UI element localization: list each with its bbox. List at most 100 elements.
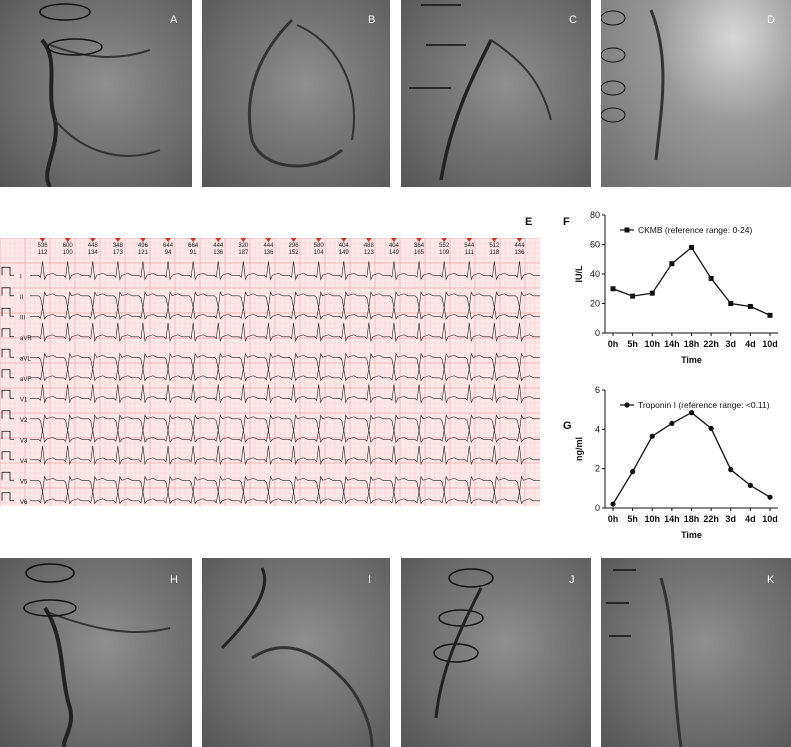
rr-interval-label: 296 <box>289 243 300 249</box>
beat-marker <box>315 238 322 242</box>
angiogram-panel-c: C <box>401 0 591 187</box>
calibration-pulse <box>1 266 14 276</box>
y-axis-label: ng/ml <box>574 437 584 461</box>
angiogram-panel-b: B <box>202 0 390 187</box>
calibration-pulse <box>1 430 14 440</box>
angiogram-panel-d: D <box>601 0 791 187</box>
data-point <box>630 293 636 299</box>
heart-rate-label: 121 <box>138 250 149 256</box>
rr-interval-label: 664 <box>188 243 199 249</box>
heart-rate-label: 134 <box>88 250 99 256</box>
beat-marker <box>466 238 473 242</box>
x-tick-label: 3d <box>725 339 736 349</box>
panel-label: J <box>569 574 575 586</box>
coronary-vessels-h <box>23 563 171 747</box>
data-point <box>728 467 734 473</box>
beat-marker <box>114 238 121 242</box>
data-point <box>649 290 655 296</box>
y-axis-label: IU/L <box>574 265 584 283</box>
rr-interval-label: 404 <box>339 243 350 249</box>
heart-rate-label: 109 <box>439 250 450 256</box>
lead-label: I <box>20 274 22 280</box>
ecg-trace <box>30 322 540 343</box>
x-tick-label: 5h <box>627 514 638 524</box>
x-tick-label: 18h <box>684 514 700 524</box>
x-tick-label: 10d <box>762 514 778 524</box>
heart-rate-label: 112 <box>38 250 48 256</box>
coronary-vessels-b <box>247 18 355 168</box>
data-point <box>649 433 655 439</box>
beat-marker <box>240 238 247 242</box>
x-tick-label: 3d <box>725 514 736 524</box>
heart-rate-label: 173 <box>113 250 124 256</box>
heart-rate-label: 118 <box>490 250 500 256</box>
x-tick-label: 4d <box>745 339 756 349</box>
beat-marker <box>165 238 172 242</box>
coronary-vessels-c <box>409 4 552 181</box>
rr-interval-label: 320 <box>238 243 249 249</box>
coronary-vessels-d <box>601 9 665 161</box>
calibration-pulse <box>1 287 14 297</box>
x-tick-label: 22h <box>703 339 719 349</box>
chart-troponin: 0 2 4 6 0h 5h 10h 14h 18h 22h 3d 4d 10d Time ng/ml Trop… <box>570 380 791 545</box>
ecg-trace <box>30 307 540 320</box>
x-tick-label: 0h <box>608 514 619 524</box>
calibration-pulse <box>1 307 14 317</box>
angiogram-panel-k: K <box>601 558 791 747</box>
x-tick-label: 22h <box>703 514 719 524</box>
panel-label: A <box>170 14 178 26</box>
data-point <box>689 244 694 250</box>
panel-label: D <box>767 14 775 26</box>
legend-marker <box>624 402 630 408</box>
coronary-vessels-j <box>433 568 494 719</box>
calibration-pulse <box>1 492 14 502</box>
lead-label: aVR <box>20 336 32 342</box>
x-tick-label: 10h <box>644 514 660 524</box>
beat-marker <box>265 238 272 242</box>
panel-label: B <box>368 14 376 26</box>
angiogram-panel-a: A <box>0 0 192 187</box>
lead-label: aVF <box>20 377 31 383</box>
data-point <box>630 469 636 475</box>
y-tick-label: 20 <box>590 299 600 309</box>
rr-interval-label: 404 <box>389 243 400 249</box>
lead-label: V2 <box>20 418 28 424</box>
lead-label: V5 <box>20 479 28 485</box>
lead-label: V6 <box>20 500 28 506</box>
beat-marker <box>365 238 372 242</box>
rr-interval-label: 544 <box>464 243 475 249</box>
rr-interval-label: 348 <box>113 243 124 249</box>
ecg-trace <box>30 475 540 493</box>
beat-marker <box>89 238 96 242</box>
x-tick-label: 10d <box>762 339 778 349</box>
y-tick-label: 0 <box>595 328 600 338</box>
panel-label: I <box>368 574 372 586</box>
calibration-pulse <box>1 328 14 338</box>
rr-interval-label: 448 <box>88 243 99 249</box>
rr-interval-label: 644 <box>163 243 174 249</box>
rr-interval-label: 488 <box>364 243 375 249</box>
x-axis-label: Time <box>681 355 702 365</box>
beat-marker <box>64 238 71 242</box>
data-point <box>688 410 695 416</box>
ecg-trace <box>30 291 540 308</box>
panel-label: E <box>525 216 533 228</box>
data-point <box>669 420 675 427</box>
beat-marker <box>39 238 46 242</box>
beat-marker <box>390 238 397 242</box>
x-axis-label: Time <box>681 530 702 540</box>
data-point <box>767 494 773 500</box>
series-line <box>612 411 771 505</box>
legend-label: CKMB (reference range: 0-24) <box>638 225 752 235</box>
heart-rate-label: 136 <box>213 250 224 256</box>
panel-label: K <box>767 574 775 586</box>
y-tick-label: 60 <box>590 240 600 250</box>
heart-rate-label: 91 <box>190 250 197 256</box>
panel-label: G <box>563 420 572 432</box>
ecg-trace <box>30 430 540 443</box>
rr-interval-label: 496 <box>138 243 149 249</box>
beat-marker <box>290 238 297 242</box>
y-tick-label: 80 <box>590 210 600 220</box>
lead-label: V1 <box>20 397 28 403</box>
